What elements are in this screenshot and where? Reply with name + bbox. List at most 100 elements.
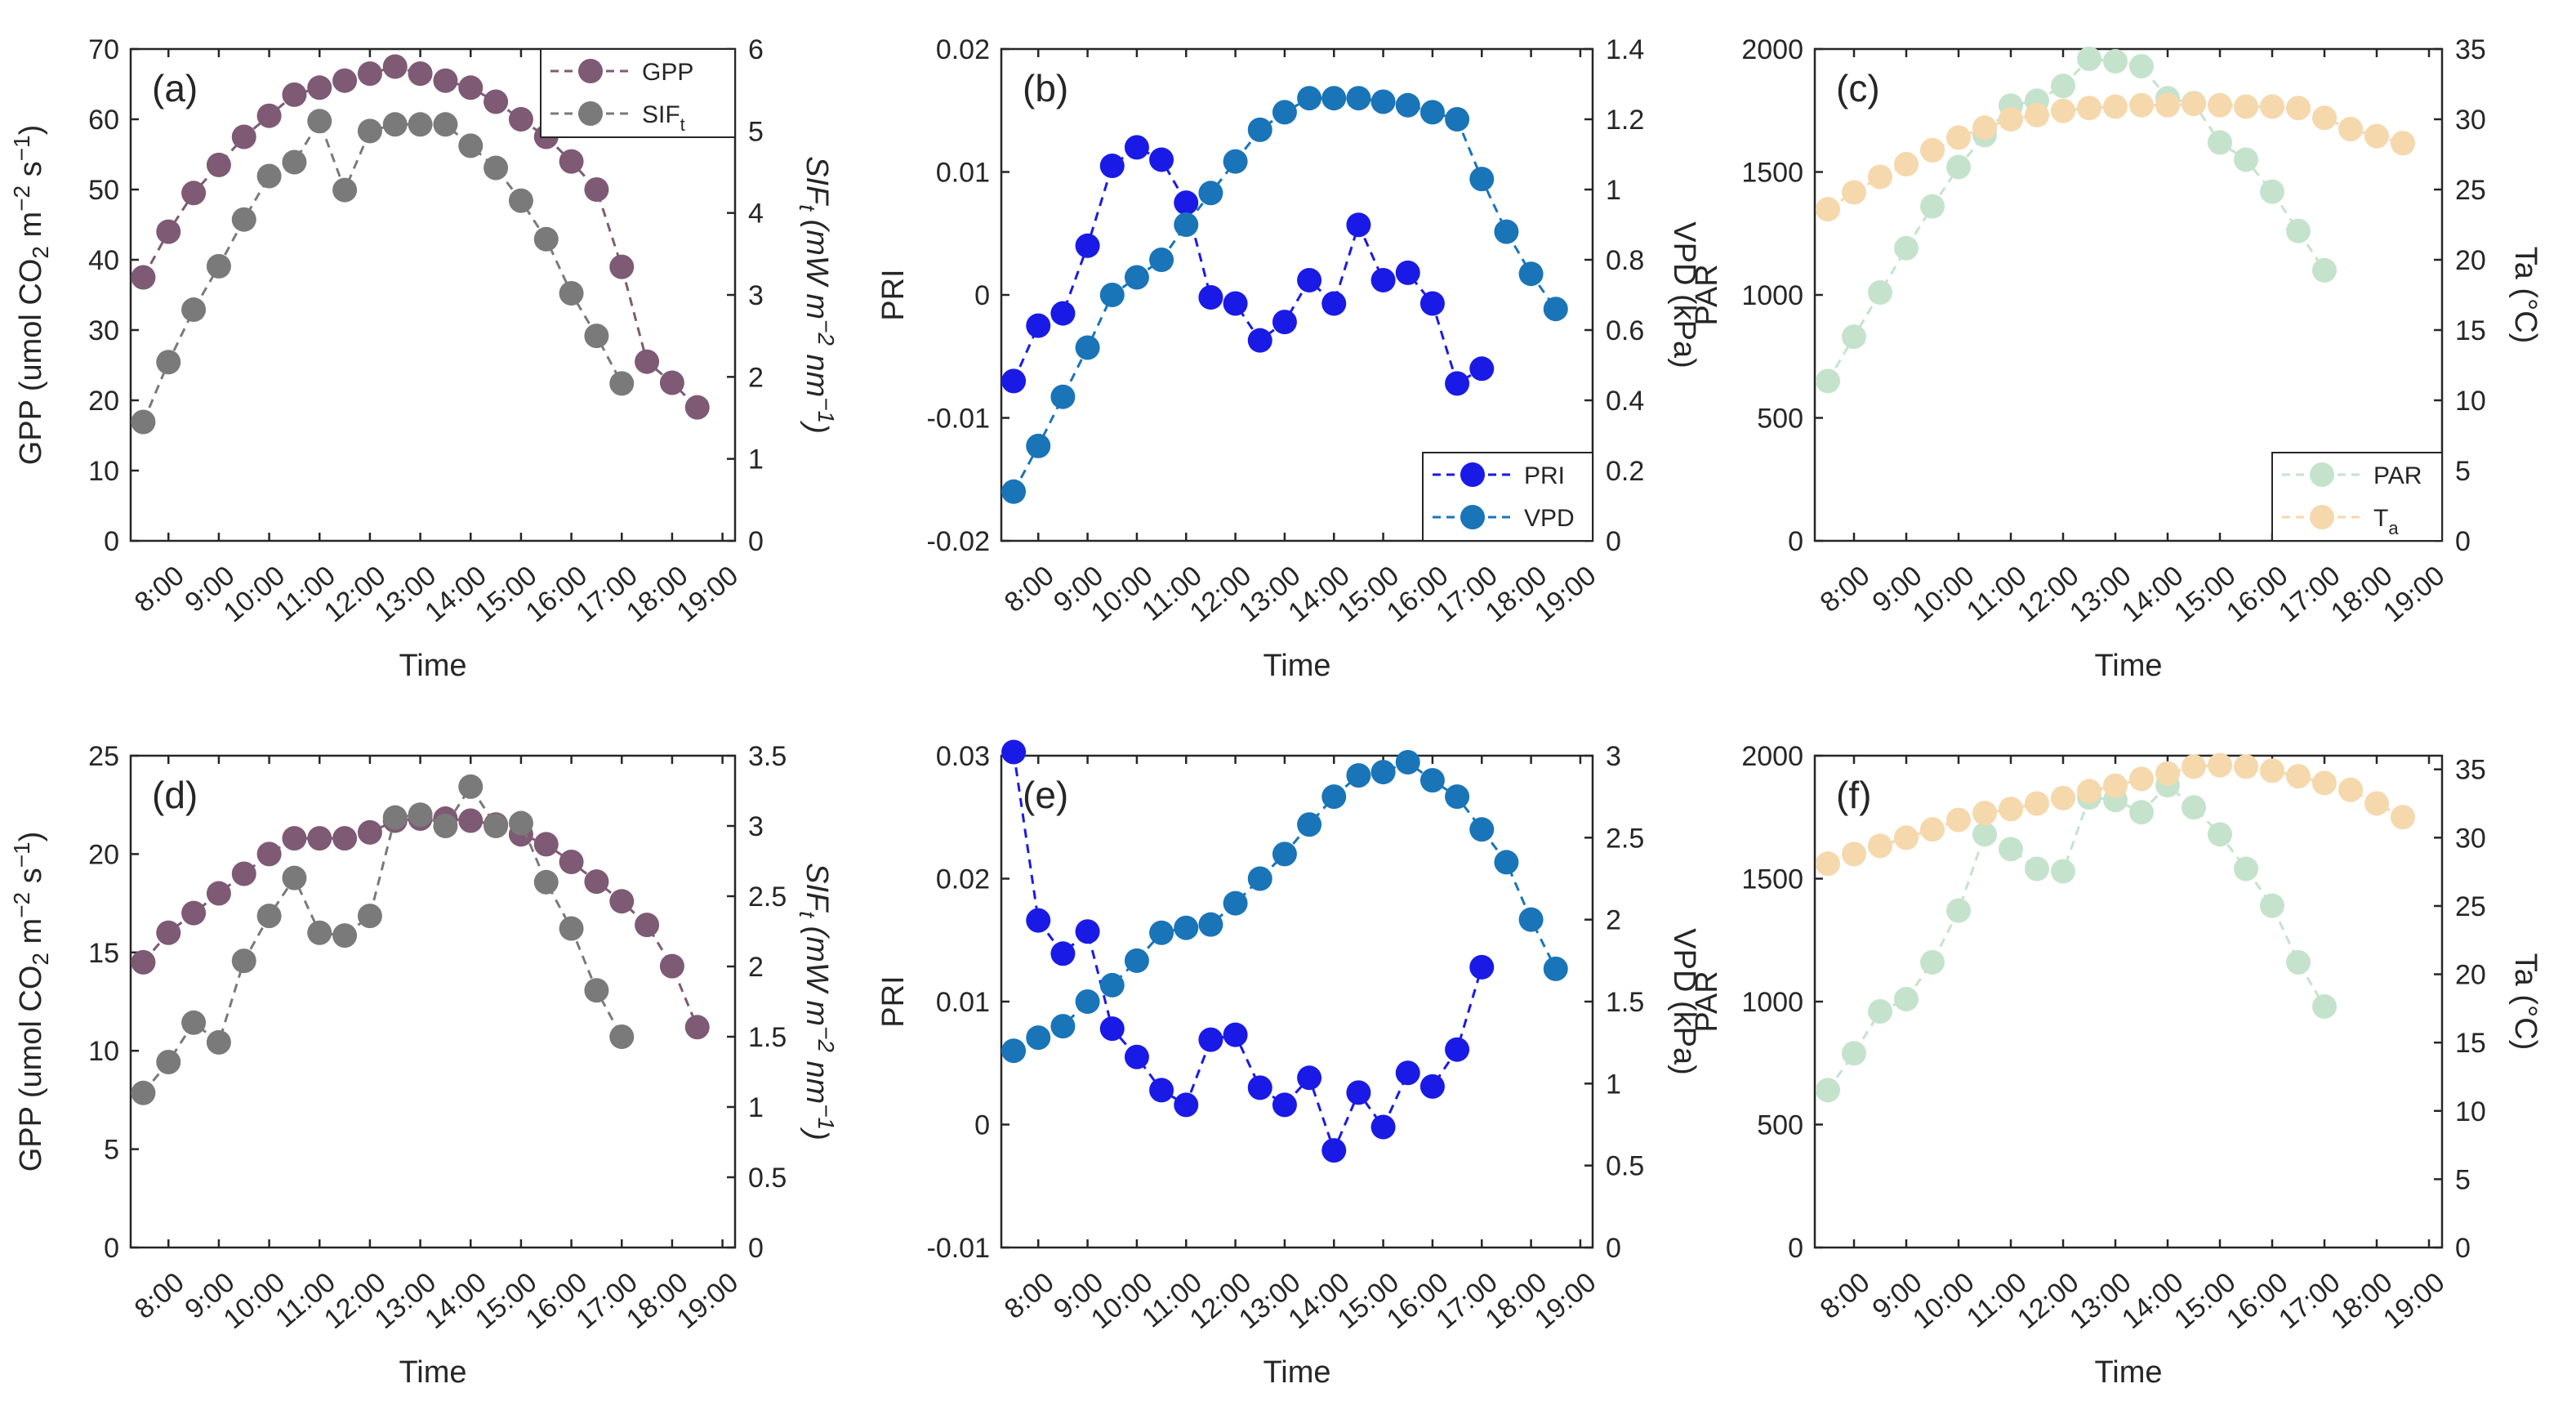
data-point-vpd — [1518, 907, 1544, 932]
data-point-t — [2129, 766, 2154, 792]
data-point-sif — [484, 814, 509, 838]
data-point-vpd — [1026, 433, 1051, 458]
data-point-gpp — [533, 832, 559, 857]
data-point-par — [2260, 893, 2284, 918]
left-y-tick-label: 500 — [1757, 404, 1803, 435]
right-y-tick-label: 5 — [748, 116, 764, 147]
right-y-tick-label: 1.5 — [1606, 987, 1644, 1018]
data-point-pri — [1395, 1060, 1420, 1086]
left-y-tick-label: 1000 — [1741, 280, 1803, 311]
x-axis-title: Time — [2094, 649, 2162, 683]
data-point-par — [2312, 994, 2337, 1020]
data-point-par — [1999, 837, 2023, 862]
legend-label: VPD — [1524, 505, 1575, 532]
data-point-t — [1972, 801, 1997, 826]
data-point-t — [2338, 117, 2363, 142]
data-point-vpd — [1174, 212, 1199, 237]
plot-frame — [129, 754, 737, 1249]
data-point-par — [1894, 986, 1919, 1011]
data-point-t — [2391, 805, 2415, 830]
left-y-axis-title: PAR — [1690, 264, 1724, 325]
data-point-sif — [609, 371, 635, 396]
data-point-vpd — [1543, 956, 1568, 981]
data-point-par — [1816, 368, 1840, 394]
data-point-pri — [1469, 954, 1495, 980]
data-point-pri — [1272, 1092, 1297, 1118]
data-point-gpp — [458, 808, 484, 833]
panel-label: (f) — [1836, 774, 1871, 816]
right-y-tick-label: 2 — [748, 362, 764, 393]
legend-label: SIFt — [642, 101, 685, 135]
data-point-par — [2025, 856, 2049, 882]
legend: PRI VPD — [1422, 452, 1593, 542]
data-point-t — [2025, 791, 2049, 816]
legend-swatch-marker — [578, 59, 603, 83]
left-y-tick-label: 30 — [88, 315, 119, 346]
data-point-t — [2260, 94, 2284, 119]
data-point-pri — [1198, 285, 1223, 310]
left-y-tick-label: 1000 — [1741, 987, 1803, 1018]
x-tick-label: 8:00 — [999, 1266, 1060, 1325]
data-point-pri — [1050, 941, 1076, 966]
x-tick-label: 19:00 — [2378, 560, 2451, 628]
data-point-vpd — [1419, 100, 1445, 125]
left-y-tick-label: 40 — [88, 245, 119, 276]
data-point-t — [2234, 94, 2258, 119]
legend: GPP SIFt — [540, 48, 736, 138]
data-point-sif — [508, 810, 533, 836]
left-y-tick-label: 500 — [1757, 1110, 1803, 1141]
x-tick-label: 8:00 — [1814, 1266, 1875, 1325]
data-point-vpd — [1494, 850, 1519, 875]
data-point-sif — [181, 1010, 207, 1035]
data-point-gpp — [282, 826, 307, 851]
data-point-par — [2260, 179, 2284, 204]
data-point-t — [1972, 115, 1997, 141]
data-point-t — [2182, 754, 2206, 779]
data-point-vpd — [1223, 149, 1248, 174]
data-point-t — [1946, 125, 1971, 150]
data-point-t — [2286, 764, 2311, 789]
panel-d: 8:009:0010:0011:0012:0013:0014:0015:0016… — [9, 741, 839, 1390]
data-point-pri — [1174, 1092, 1199, 1118]
data-point-vpd — [1321, 86, 1347, 111]
left-y-tick-label: 20 — [88, 386, 119, 417]
data-point-par — [2286, 218, 2311, 243]
right-y-tick-label: 1.2 — [1606, 105, 1644, 136]
data-point-pri — [1001, 739, 1027, 765]
data-point-gpp — [382, 54, 408, 79]
x-tick-label: 18:00 — [2325, 560, 2399, 628]
left-y-tick-label: -0.02 — [927, 526, 991, 557]
data-point-vpd — [1149, 248, 1174, 272]
data-point-sif — [332, 923, 358, 948]
data-point-t — [2364, 791, 2389, 816]
right-y-tick-label: 2.5 — [1606, 823, 1644, 854]
data-point-t — [2286, 96, 2311, 121]
data-point-par — [1842, 324, 1866, 350]
x-tick-label: 16:00 — [2221, 1266, 2294, 1335]
right-y-axis-title: SIFt (mW m−2 nm−1) — [795, 156, 839, 434]
legend-box — [2271, 452, 2443, 542]
data-point-vpd — [1272, 100, 1297, 125]
data-point-gpp — [231, 861, 256, 886]
data-point-sif — [458, 774, 484, 799]
data-point-vpd — [1099, 972, 1125, 998]
right-y-axis-title: Ta (°C) — [2508, 247, 2543, 344]
panel-label: (c) — [1836, 67, 1880, 109]
left-y-tick-label: 1500 — [1741, 864, 1803, 895]
data-point-t — [1816, 197, 1840, 222]
right-y-tick-label: 5 — [2455, 1164, 2471, 1195]
data-point-pri — [1223, 1022, 1248, 1047]
data-point-vpd — [1124, 948, 1149, 973]
data-point-sif — [508, 188, 533, 213]
data-point-sif — [559, 280, 584, 306]
right-y-tick-label: 0.2 — [1606, 456, 1644, 487]
right-y-tick-label: 1 — [1606, 1069, 1621, 1100]
data-point-par — [2234, 147, 2258, 172]
x-axis-title: Time — [399, 1355, 466, 1390]
data-point-vpd — [1001, 1038, 1027, 1064]
data-point-vpd — [1026, 1025, 1051, 1051]
data-point-sif — [433, 814, 458, 838]
data-point-sif — [408, 112, 433, 137]
data-point-par — [2286, 949, 2311, 975]
x-tick-label: 8:00 — [999, 560, 1060, 618]
